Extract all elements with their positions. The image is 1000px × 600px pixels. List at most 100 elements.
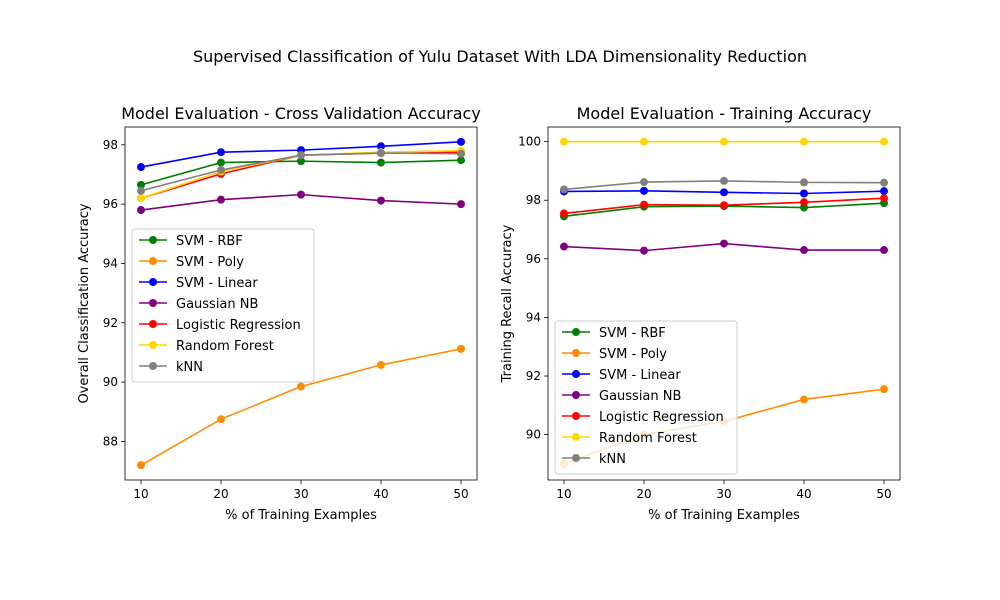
legend-label: Random Forest bbox=[176, 339, 274, 354]
plot-frame bbox=[124, 126, 478, 481]
data-point-svm-poly bbox=[377, 360, 385, 369]
series-gaussian-nb bbox=[560, 239, 888, 255]
data-point-svm-linear bbox=[720, 188, 728, 197]
data-point-svm-poly bbox=[137, 461, 145, 470]
legend-label: SVM - Poly bbox=[599, 347, 667, 362]
legend-item-gaussian-nb: Gaussian NB bbox=[139, 297, 258, 312]
x-tick-label: 20 bbox=[213, 487, 228, 501]
x-tick-label: 40 bbox=[796, 487, 811, 501]
legend-swatch-marker bbox=[572, 412, 580, 420]
y-tick-label: 96 bbox=[103, 197, 118, 211]
legend: SVM - RBF SVM - Poly SVM - Linear Gaussian … bbox=[131, 228, 315, 383]
legend-item-gaussian-nb: Gaussian NB bbox=[562, 389, 681, 404]
y-tick-label: 90 bbox=[103, 375, 118, 389]
x-tick-label: 50 bbox=[876, 487, 891, 501]
data-point-svm-rbf bbox=[217, 158, 225, 167]
y-tick-label: 92 bbox=[103, 316, 118, 330]
legend-item-svm-rbf: SVM - RBF bbox=[139, 234, 243, 249]
data-point-svm-linear bbox=[800, 189, 808, 198]
plot-frame bbox=[547, 126, 901, 481]
legend-label: SVM - Linear bbox=[599, 368, 681, 383]
data-point-knn bbox=[457, 149, 465, 158]
data-point-logistic-regression bbox=[880, 194, 888, 203]
legend-swatch-marker bbox=[149, 278, 157, 286]
legend-item-random-forest: Random Forest bbox=[139, 339, 274, 354]
data-point-svm-poly bbox=[217, 415, 225, 424]
legend-label: Logistic Regression bbox=[599, 410, 724, 425]
legend-swatch-marker bbox=[572, 370, 580, 378]
data-point-logistic-regression bbox=[800, 198, 808, 207]
legend-swatch-marker bbox=[572, 391, 580, 399]
data-point-svm-rbf bbox=[137, 180, 145, 189]
data-point-random-forest bbox=[137, 194, 145, 203]
data-point-gaussian-nb bbox=[720, 239, 728, 248]
x-axis-label: % of Training Examples bbox=[225, 508, 377, 523]
data-point-knn bbox=[640, 178, 648, 187]
x-tick-label: 20 bbox=[636, 487, 651, 501]
series-knn bbox=[560, 176, 888, 194]
data-point-random-forest bbox=[720, 137, 728, 146]
legend-label: Gaussian NB bbox=[599, 389, 681, 404]
data-point-knn bbox=[297, 151, 305, 160]
legend-item-logistic-regression: Logistic Regression bbox=[139, 318, 301, 333]
legend-swatch-marker bbox=[572, 349, 580, 357]
data-point-gaussian-nb bbox=[137, 206, 145, 215]
legend-swatch-marker bbox=[149, 341, 157, 349]
legend-swatch-marker bbox=[149, 257, 157, 265]
data-point-svm-linear bbox=[217, 148, 225, 157]
series-svm-linear bbox=[137, 137, 465, 172]
legend-item-random-forest: Random Forest bbox=[562, 431, 697, 446]
x-tick-label: 10 bbox=[556, 487, 571, 501]
data-point-gaussian-nb bbox=[800, 246, 808, 255]
plot-title: Model Evaluation - Cross Validation Accu… bbox=[121, 104, 481, 123]
legend: SVM - RBF SVM - Poly SVM - Linear Gaussian … bbox=[554, 320, 738, 475]
data-point-svm-poly bbox=[297, 382, 305, 391]
data-point-svm-linear bbox=[640, 186, 648, 195]
x-tick-label: 30 bbox=[716, 487, 731, 501]
legend-label: SVM - RBF bbox=[176, 234, 243, 249]
x-tick-label: 50 bbox=[453, 487, 468, 501]
y-tick-label: 90 bbox=[526, 428, 541, 442]
data-point-knn bbox=[217, 166, 225, 175]
legend-swatch-marker bbox=[149, 320, 157, 328]
legend-swatch-marker bbox=[149, 236, 157, 244]
training-accuracy-plot: Model Evaluation - Training Accuracy 10 20… bbox=[500, 104, 901, 523]
data-point-svm-linear bbox=[377, 142, 385, 151]
data-point-svm-poly bbox=[457, 344, 465, 353]
cross-validation-plot: Model Evaluation - Cross Validation Accu… bbox=[77, 104, 481, 523]
series-svm-poly bbox=[137, 344, 465, 470]
y-tick-label: 92 bbox=[526, 369, 541, 383]
y-tick-label: 88 bbox=[103, 434, 118, 448]
data-point-gaussian-nb bbox=[880, 246, 888, 255]
legend-swatch-marker bbox=[572, 454, 580, 462]
data-point-svm-poly bbox=[880, 385, 888, 394]
data-point-gaussian-nb bbox=[560, 242, 568, 251]
legend-item-svm-linear: SVM - Linear bbox=[562, 368, 681, 383]
data-point-svm-linear bbox=[457, 137, 465, 146]
data-point-logistic-regression bbox=[720, 201, 728, 210]
data-point-knn bbox=[560, 185, 568, 194]
plot-title: Model Evaluation - Training Accuracy bbox=[577, 104, 872, 123]
data-point-gaussian-nb bbox=[217, 195, 225, 204]
legend-item-knn: kNN bbox=[139, 360, 203, 375]
legend-label: SVM - Linear bbox=[176, 276, 258, 291]
legend-label: kNN bbox=[599, 452, 626, 467]
data-point-knn bbox=[137, 186, 145, 195]
legend-swatch-marker bbox=[149, 362, 157, 370]
data-point-random-forest bbox=[880, 137, 888, 146]
series-random-forest bbox=[560, 137, 888, 146]
data-point-svm-poly bbox=[800, 395, 808, 404]
data-point-knn bbox=[377, 149, 385, 158]
series-svm-rbf bbox=[137, 156, 465, 189]
series-logistic-regression bbox=[560, 194, 888, 218]
legend-item-svm-linear: SVM - Linear bbox=[139, 276, 258, 291]
y-tick-label: 94 bbox=[526, 310, 541, 324]
data-point-random-forest bbox=[800, 137, 808, 146]
data-point-knn bbox=[720, 176, 728, 185]
legend-item-svm-rbf: SVM - RBF bbox=[562, 326, 666, 341]
data-point-gaussian-nb bbox=[640, 246, 648, 255]
legend-label: Logistic Regression bbox=[176, 318, 301, 333]
legend-label: Gaussian NB bbox=[176, 297, 258, 312]
x-tick-label: 10 bbox=[133, 487, 148, 501]
